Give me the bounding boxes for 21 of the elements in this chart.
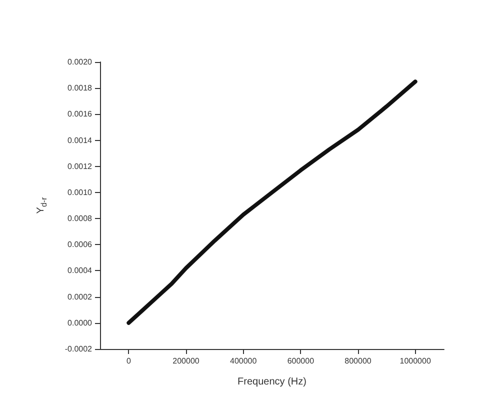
y-tick-label: -0.0002 — [64, 344, 93, 354]
x-axis-title: Frequency (Hz) — [238, 376, 306, 388]
y-tick-label: 0.0008 — [68, 214, 93, 224]
x-tick-label: 1000000 — [400, 356, 432, 366]
x-tick-label: 600000 — [287, 356, 315, 366]
x-tick-label: 0 — [126, 356, 132, 366]
x-tick-label: 200000 — [172, 356, 200, 366]
y-tick-label: 0.0000 — [68, 318, 93, 328]
y-tick-label: 0.0004 — [68, 266, 93, 276]
y-tick-label: 0.0016 — [68, 110, 93, 119]
x-tick-label: 400000 — [230, 356, 258, 366]
y-tick-label: 0.0006 — [68, 240, 93, 250]
y-tick-label: 0.0014 — [68, 136, 93, 145]
y-tick-label: 0.0010 — [68, 188, 93, 197]
y-tick-label: 0.0002 — [68, 292, 93, 302]
y-tick-label: 0.0020 — [68, 58, 93, 66]
x-tick-label: 800000 — [344, 356, 372, 366]
line-series — [126, 80, 418, 325]
y-tick-label: 0.0018 — [68, 84, 93, 93]
y-axis-title: Yd-r — [36, 196, 48, 214]
y-tick-label: 0.0012 — [68, 162, 93, 171]
